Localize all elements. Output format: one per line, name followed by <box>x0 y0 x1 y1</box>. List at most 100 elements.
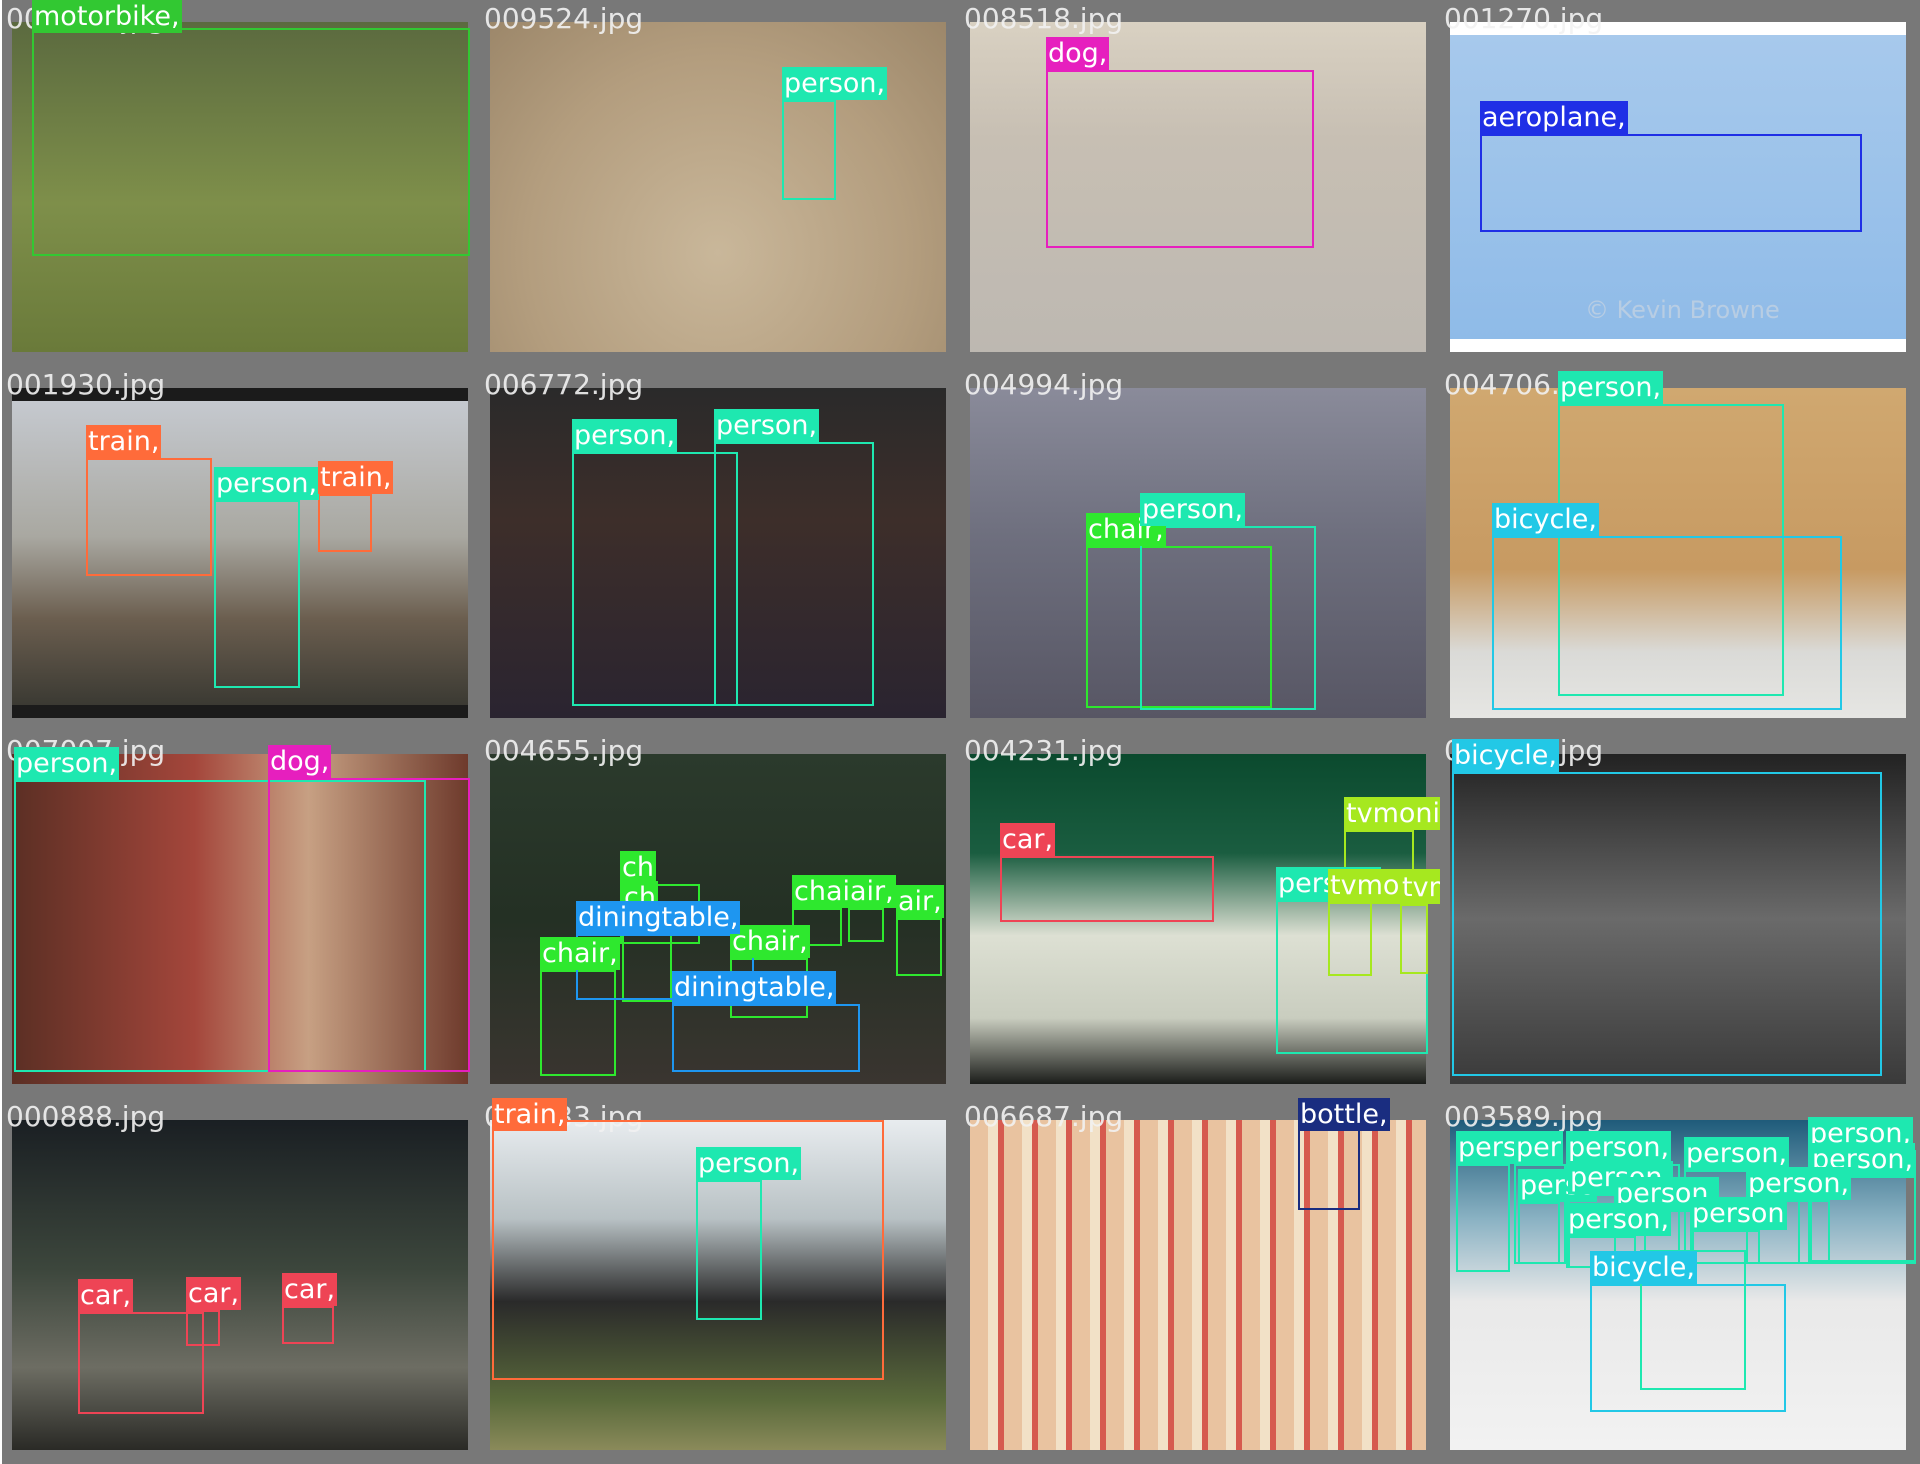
image-tile: 004706.jpg person, bicycle, <box>1440 366 1920 732</box>
photo <box>1450 754 1906 1084</box>
class-label-chair: chair, <box>540 937 620 970</box>
bounding-box-car <box>78 1312 204 1414</box>
bounding-box-chair <box>848 908 884 942</box>
photo <box>1450 22 1906 352</box>
filename-label: 004994.jpg <box>964 368 1124 401</box>
filename-label: 001270.jpg <box>1444 2 1604 35</box>
class-label-person: person, <box>572 419 678 452</box>
bounding-box-car <box>186 1310 220 1346</box>
class-label-person: person, <box>1140 493 1246 526</box>
bounding-box-person <box>782 100 836 200</box>
filename-label: 003589.jpg <box>1444 1100 1604 1133</box>
class-label-person: person, <box>696 1147 802 1180</box>
class-label-person: person, <box>214 467 320 500</box>
class-label-bicycle: bicycle, <box>1452 739 1560 772</box>
bounding-box-car <box>282 1306 334 1344</box>
class-label-diningtable: diningtable, <box>576 901 741 934</box>
class-label-person: person, <box>14 747 120 780</box>
filename-label: 004655.jpg <box>484 734 644 767</box>
filename-label: 001930.jpg <box>6 368 166 401</box>
bounding-box-person <box>1558 404 1784 696</box>
class-label-person: person, <box>1684 1137 1790 1170</box>
bounding-box-chair <box>1086 546 1272 708</box>
class-label-diningtable: diningtable, <box>672 971 837 1004</box>
image-tile: 000888.jpg car, car, car, <box>0 1098 482 1464</box>
photo <box>12 754 468 1084</box>
bounding-box-person <box>1810 1176 1916 1264</box>
class-label-person: person, <box>1566 1131 1672 1164</box>
class-label-person: person, <box>1746 1167 1852 1200</box>
bounding-box-person <box>572 452 738 706</box>
class-label-person: person, <box>1558 371 1664 404</box>
filename-label: 000888.jpg <box>6 1100 166 1133</box>
bounding-box-chair <box>540 970 616 1076</box>
class-label-motorbike: motorbike, <box>32 0 182 33</box>
class-label-person: person, <box>1566 1203 1672 1236</box>
bounding-box-person <box>1746 1200 1830 1264</box>
photo-watermark: © Kevin Browne <box>1585 296 1780 324</box>
image-tile: 004655.jpg ch chair, ch chair, chair, air, air,… <box>480 732 960 1098</box>
class-label-car: car, <box>282 1273 338 1306</box>
class-label-car: car, <box>186 1277 242 1310</box>
class-label-dog: dog, <box>1046 37 1110 70</box>
image-tile: 004994.jpg chair, person, <box>960 366 1440 732</box>
class-label-person: person <box>1690 1197 1787 1230</box>
class-label-chair: air, <box>896 885 944 918</box>
bounding-box-diningtable <box>672 1004 860 1072</box>
bounding-box-person <box>14 780 426 1072</box>
class-label-person: per <box>1514 1131 1563 1164</box>
filename-label: 006687.jpg <box>964 1100 1124 1133</box>
image-tile: 001591.jpgbicycle, <box>1440 732 1920 1098</box>
filename-label: 006772.jpg <box>484 368 644 401</box>
bounding-box-person <box>1140 526 1316 710</box>
photo <box>970 1120 1426 1450</box>
bounding-box-tvmonitor <box>1328 902 1372 976</box>
filename-label: 008518.jpg <box>964 2 1124 35</box>
image-tile: 007009.jpgmotorbike, <box>0 0 482 366</box>
bounding-box-train <box>86 458 212 576</box>
filename-label: 004231.jpg <box>964 734 1124 767</box>
class-label-aeroplane: aeroplane, <box>1480 101 1628 134</box>
class-label-person: person, <box>714 409 820 442</box>
bounding-box-aeroplane <box>1480 134 1862 232</box>
image-tile: 006772.jpg person, person, <box>480 366 960 732</box>
bounding-box-person <box>1518 1202 1560 1264</box>
class-label-car: car, <box>1000 823 1056 856</box>
bounding-box-chair <box>896 918 942 976</box>
class-label-train: train, <box>86 425 162 458</box>
class-label-train: train, <box>492 1098 568 1131</box>
bounding-box-car <box>1000 856 1214 922</box>
class-label-car: car, <box>78 1279 134 1312</box>
class-label-chair: chair, <box>730 925 810 958</box>
class-label-bottle: bottle, <box>1298 1098 1390 1131</box>
bounding-box-person <box>696 1180 762 1320</box>
bounding-box-person <box>214 500 300 688</box>
bounding-box-motorbike <box>32 28 470 256</box>
bounding-box-person <box>714 442 874 706</box>
image-tile: 008518.jpg dog, <box>960 0 1440 366</box>
photo <box>12 22 468 352</box>
photo <box>970 388 1426 718</box>
bounding-box-person <box>1690 1230 1760 1264</box>
image-tile: 001930.jpg train, person, train, <box>0 366 482 732</box>
class-label-bicycle: bicycle, <box>1492 503 1600 536</box>
image-tile: 004231.jpgcar,tvmonitorperson,tvmonitort… <box>960 732 1440 1098</box>
class-label-tvmonitor: tvmonitor <box>1344 797 1440 830</box>
class-label-bicycle: bicycle, <box>1590 1251 1698 1284</box>
image-tile: 001270.jpg © Kevin Browne aeroplane, <box>1440 0 1920 366</box>
image-tile: 009524.jpg person, <box>480 0 960 366</box>
class-label-chair: air, <box>848 875 896 908</box>
filename-label: 009524.jpg <box>484 2 644 35</box>
bounding-box-dog <box>268 778 470 1072</box>
image-tile: 003589.jpg perso per person, person, person, p… <box>1440 1098 1920 1464</box>
photo <box>1450 388 1906 718</box>
bounding-box-person <box>1456 1164 1510 1272</box>
class-label-tvmonitor: tvmonitor <box>1400 871 1440 904</box>
bounding-box-bicycle <box>1492 536 1842 710</box>
bounding-box-tvmonitor <box>1400 904 1428 974</box>
bounding-box-dog <box>1046 70 1314 248</box>
bounding-box-train <box>318 494 372 552</box>
